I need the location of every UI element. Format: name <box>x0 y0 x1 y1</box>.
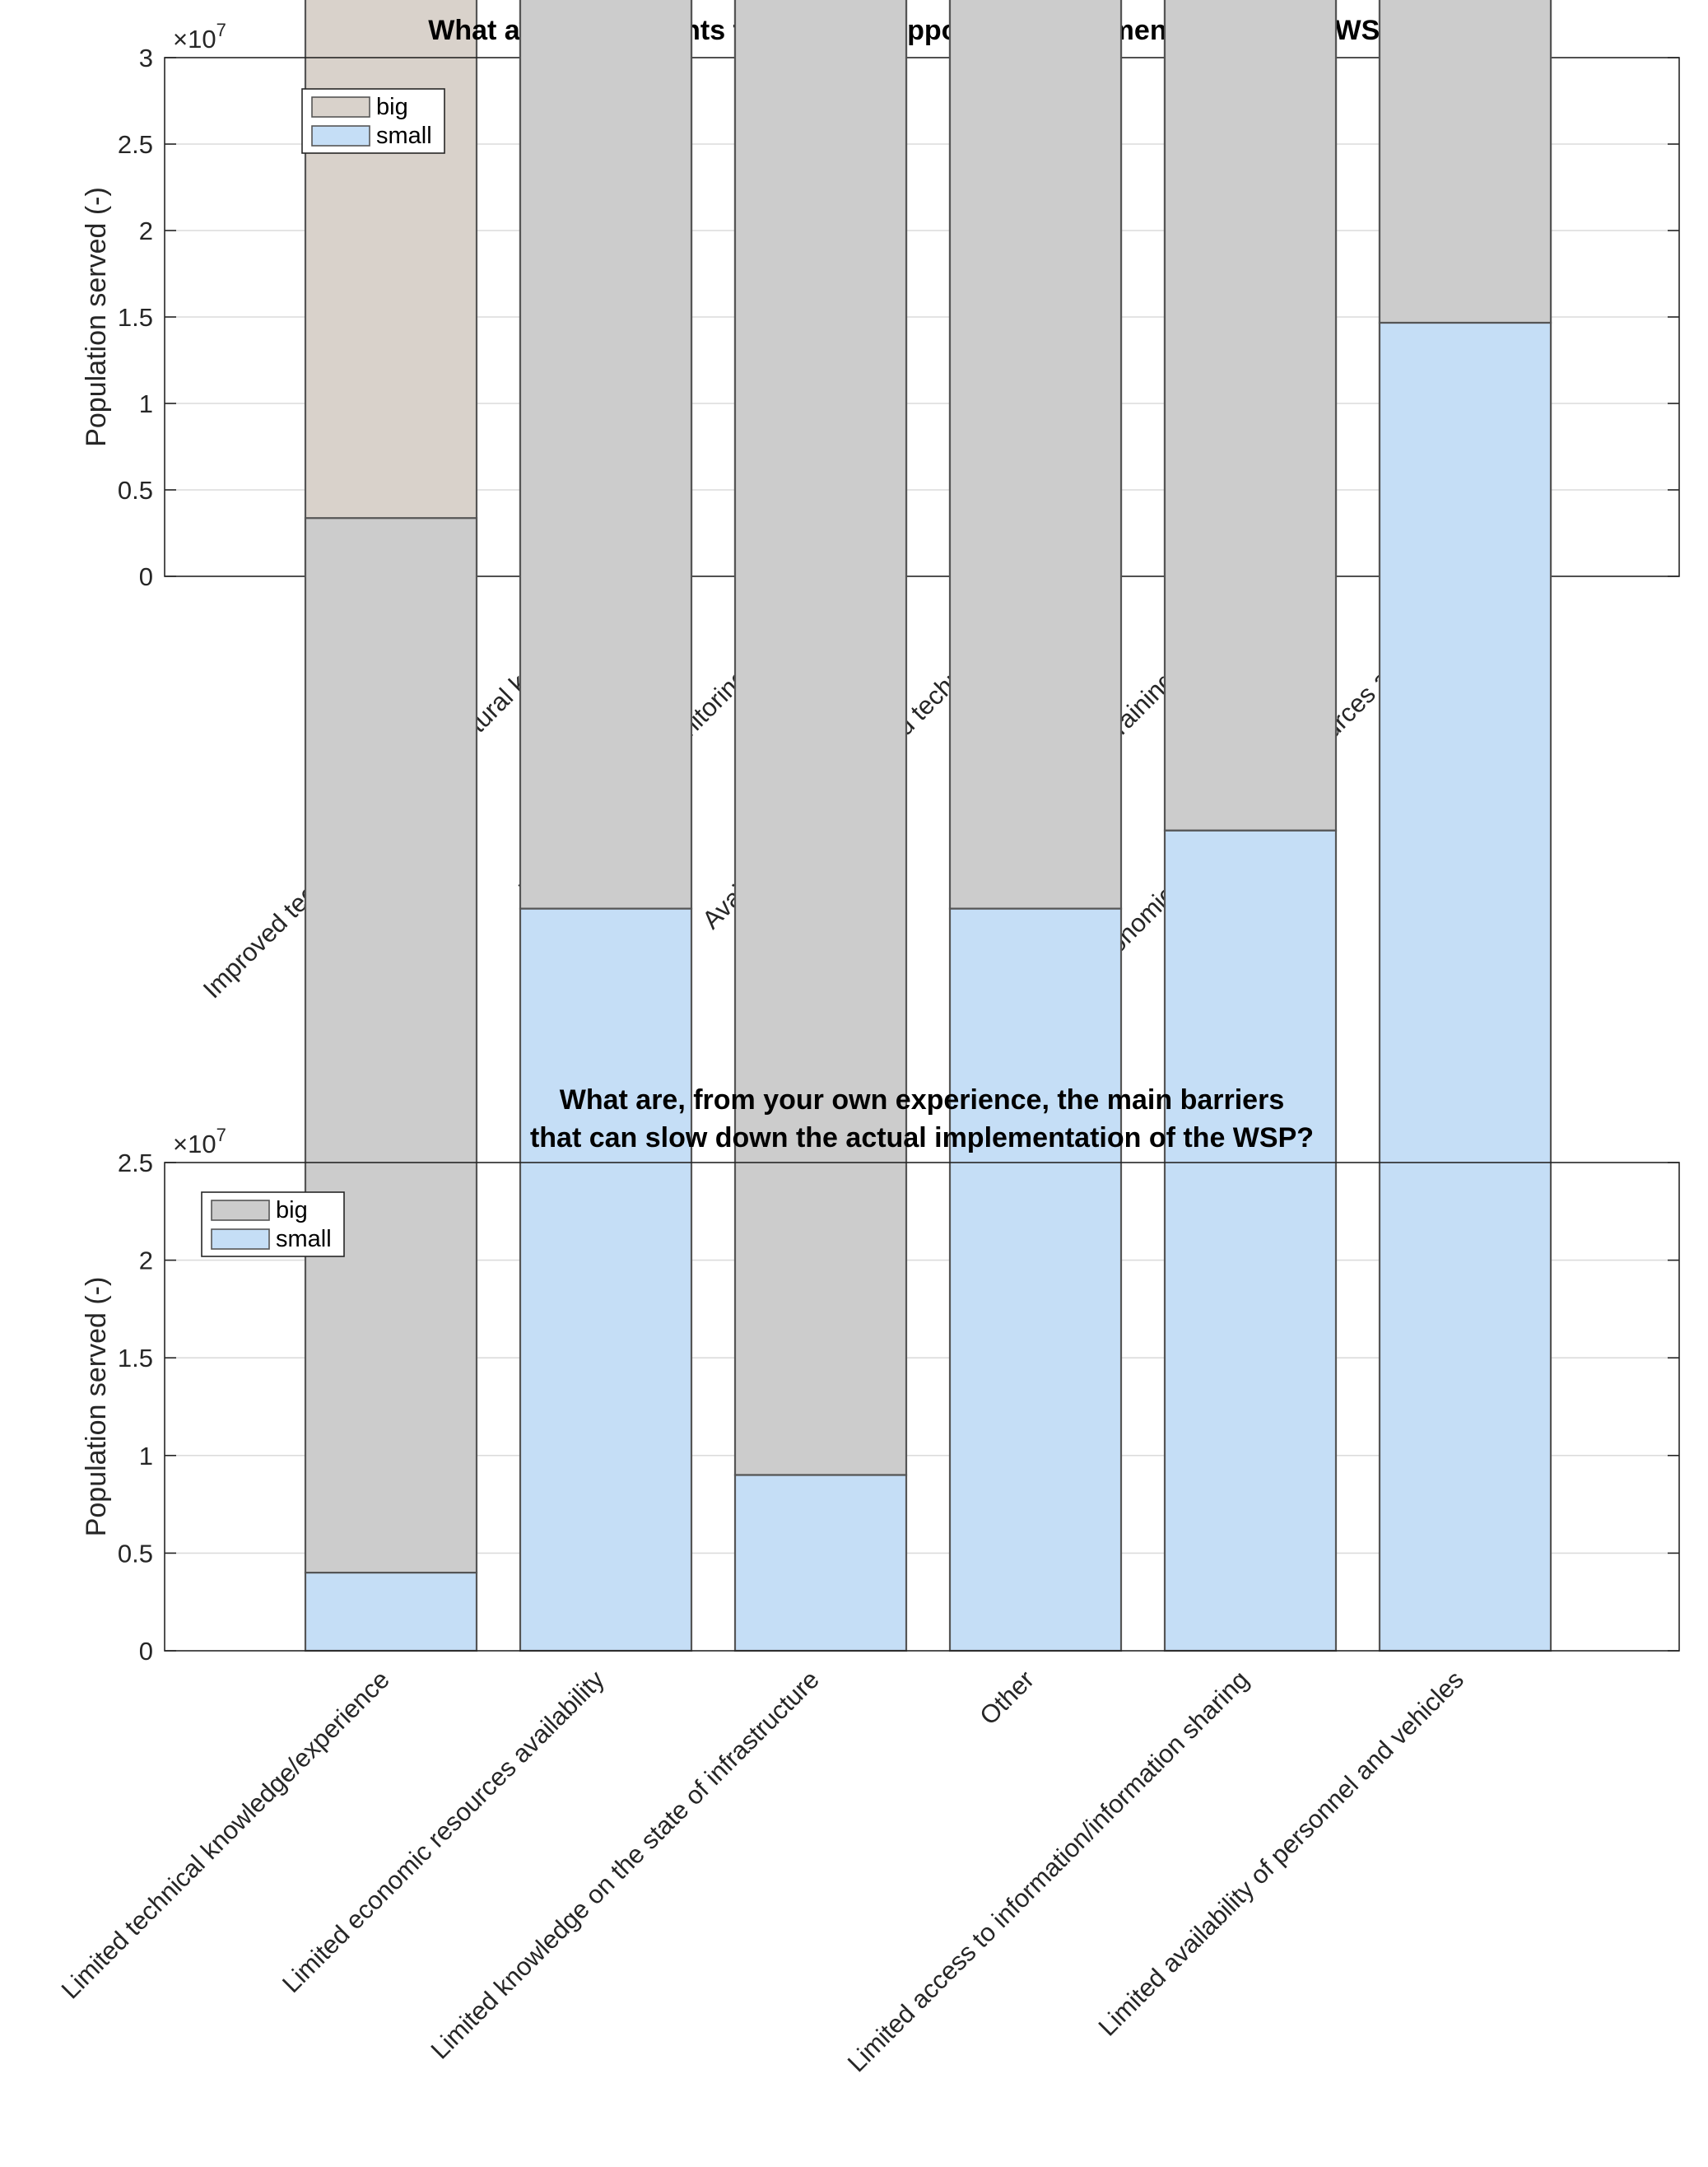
y-tick-label: 0.5 <box>118 476 153 505</box>
bar-big <box>304 0 478 578</box>
y-tick-label: 1.5 <box>118 1344 153 1372</box>
bar-small <box>304 1572 478 1652</box>
legend-swatch-small <box>211 1228 270 1250</box>
y-tick-label: 0 <box>139 562 153 591</box>
bar-big <box>733 0 908 1476</box>
y-tick-label: 2.5 <box>118 1149 153 1177</box>
y-tick-label: 2 <box>139 1247 153 1275</box>
legend-swatch-big <box>311 96 370 118</box>
legend-label-big: big <box>376 94 408 120</box>
axis-frame <box>164 1162 1680 1652</box>
y-exponent-label: ×107 <box>173 1125 226 1158</box>
y-axis-label: Population served (-) <box>81 187 112 447</box>
legend-label-small: small <box>276 1226 332 1252</box>
y-exponent-base: ×10 <box>173 1130 216 1158</box>
bar-big <box>1378 0 1552 324</box>
y-tick-label: 2 <box>139 217 153 245</box>
y-exponent-base: ×10 <box>173 25 216 54</box>
bar-small <box>733 1474 908 1652</box>
bar-small <box>948 907 1123 1652</box>
bar-small <box>519 907 693 1652</box>
y-tick-label: 0 <box>139 1637 153 1666</box>
legend: big small <box>201 1191 345 1257</box>
bar-small <box>1378 321 1552 1652</box>
legend-label-small: small <box>376 123 432 149</box>
legend-swatch-small <box>311 125 370 147</box>
y-axis-label: Population served (-) <box>81 1277 112 1537</box>
bar-big <box>1163 0 1338 832</box>
y-tick-label: 3 <box>139 44 153 72</box>
bar-big <box>304 517 478 1574</box>
y-exponent-power: 7 <box>216 1125 226 1145</box>
y-tick-label: 0.5 <box>118 1539 153 1568</box>
x-tick-label: Limited technical knowledge/experience <box>56 1665 395 2004</box>
y-exponent-label: ×107 <box>173 20 226 54</box>
chart-title-line: What are, from your own experience, the … <box>560 1084 1284 1116</box>
bar-big <box>519 0 693 910</box>
legend-swatch-big <box>211 1200 270 1221</box>
x-tick-label: Limited knowledge on the state of infras… <box>426 1665 825 2064</box>
legend: big small <box>301 88 445 154</box>
y-tick-label: 1.5 <box>118 303 153 332</box>
y-tick-label: 1 <box>139 1442 153 1470</box>
x-tick-label: Other <box>974 1665 1040 1731</box>
y-tick-label: 1 <box>139 389 153 418</box>
axis-frame <box>164 57 1680 577</box>
y-tick-label: 2.5 <box>118 130 153 159</box>
x-tick-label: Limited access to information/informatio… <box>842 1665 1254 2077</box>
chart-title-line: that can slow down the actual implementa… <box>530 1122 1314 1153</box>
bar-big <box>948 0 1123 910</box>
bar-small <box>1163 829 1338 1652</box>
y-exponent-power: 7 <box>216 20 226 40</box>
legend-label-big: big <box>276 1197 308 1223</box>
x-tick-label: Limited availability of personnel and ve… <box>1093 1665 1469 2041</box>
